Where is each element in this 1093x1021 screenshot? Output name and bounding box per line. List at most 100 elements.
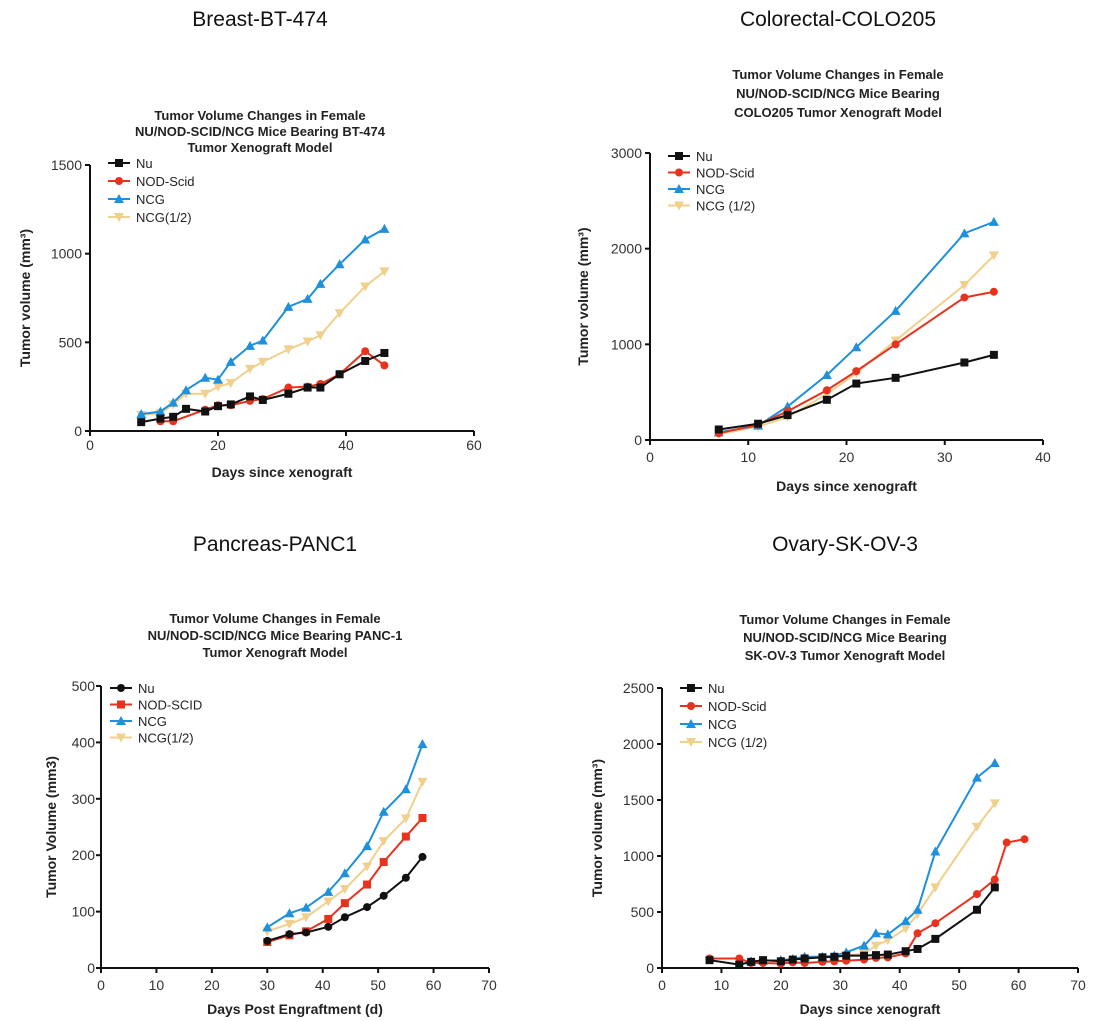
y-tick-label: 300 xyxy=(72,791,96,807)
series-line xyxy=(266,781,424,933)
data-point xyxy=(401,873,410,882)
data-point xyxy=(901,947,910,956)
data-point xyxy=(156,414,165,423)
data-point xyxy=(226,400,235,409)
data-point xyxy=(990,883,999,892)
legend-item: NCG xyxy=(110,714,167,729)
legend-marker xyxy=(117,684,125,692)
data-point xyxy=(182,404,190,413)
data-point xyxy=(340,913,349,922)
data-point xyxy=(890,305,901,315)
y-axis-label: Tumor volume (mm³) xyxy=(589,759,605,897)
data-point xyxy=(971,822,982,832)
chart-title-line: Tumor Volume Changes in Female xyxy=(739,612,950,627)
data-point xyxy=(316,383,325,392)
data-point xyxy=(155,406,166,416)
data-point xyxy=(822,386,831,395)
x-tick-label: 60 xyxy=(1011,977,1027,993)
y-tick-label: 500 xyxy=(631,904,655,920)
data-point xyxy=(990,875,999,884)
data-point xyxy=(776,957,785,966)
data-point xyxy=(818,953,827,962)
x-tick-label: 50 xyxy=(951,977,967,993)
legend-item: NCG xyxy=(668,182,725,197)
y-tick-label: 2000 xyxy=(623,736,654,752)
data-point xyxy=(1002,838,1011,847)
data-point xyxy=(891,373,900,382)
x-axis-label: Days Post Engraftment (d) xyxy=(207,1001,383,1017)
data-point xyxy=(960,358,969,367)
legend-label: NOD-Scid xyxy=(708,699,767,714)
y-tick-label: 2000 xyxy=(611,241,642,257)
x-tick-label: 0 xyxy=(97,977,105,993)
data-point xyxy=(315,331,326,341)
chart-title-line: Tumor Volume Changes in Female xyxy=(732,67,943,82)
data-point xyxy=(378,837,389,847)
data-point xyxy=(360,282,371,292)
data-point xyxy=(362,841,373,851)
data-point xyxy=(301,902,312,912)
chart-title-line: Tumor Volume Changes in Female xyxy=(169,611,380,626)
y-tick-label: 500 xyxy=(59,334,83,350)
legend-marker xyxy=(114,213,124,222)
data-point xyxy=(800,954,809,963)
chart-title-line: Tumor Xenograft Model xyxy=(203,645,348,660)
data-point xyxy=(971,772,982,782)
legend-marker xyxy=(686,738,696,747)
x-tick-label: 40 xyxy=(315,977,331,993)
legend-label: Nu xyxy=(136,156,153,171)
legend-item: NCG (1/2) xyxy=(668,199,755,214)
data-point xyxy=(400,814,411,824)
data-point xyxy=(754,419,763,428)
legend-label: NCG xyxy=(138,714,167,729)
data-point xyxy=(284,389,293,398)
data-point xyxy=(324,914,333,923)
data-point xyxy=(334,259,345,269)
data-point xyxy=(400,784,411,794)
y-tick-label: 1000 xyxy=(611,336,642,352)
data-point xyxy=(284,920,295,930)
x-tick-label: 0 xyxy=(86,437,94,453)
data-point xyxy=(257,357,268,367)
data-point xyxy=(257,335,268,345)
legend-marker xyxy=(115,177,123,185)
panel-title: Pancreas-PANC1 xyxy=(193,533,357,556)
data-point xyxy=(735,960,744,969)
data-point xyxy=(759,956,768,965)
data-point xyxy=(931,934,940,943)
panel-title: Ovary-SK-OV-3 xyxy=(772,533,918,556)
legend-label: Nu xyxy=(696,149,713,164)
series-line xyxy=(141,227,385,416)
x-tick-label: 0 xyxy=(646,449,654,465)
data-point xyxy=(852,367,861,376)
legend-label: NOD-Scid xyxy=(696,166,755,181)
legend-marker xyxy=(116,733,126,743)
data-point xyxy=(959,228,970,238)
legend-item: NCG xyxy=(680,717,737,732)
data-point xyxy=(891,340,900,349)
y-tick-label: 0 xyxy=(646,960,654,976)
data-point xyxy=(379,891,388,900)
data-point xyxy=(852,379,861,388)
data-point xyxy=(930,846,941,856)
data-point xyxy=(913,929,922,938)
data-point xyxy=(900,915,911,925)
legend-label: NOD-SCID xyxy=(138,698,202,713)
x-tick-label: 30 xyxy=(832,977,848,993)
panel-title: Breast-BT-474 xyxy=(192,8,328,31)
data-point xyxy=(136,409,147,419)
legend-item: Nu xyxy=(108,156,153,171)
series-nu xyxy=(263,852,427,945)
data-point xyxy=(379,223,390,233)
x-axis-label: Days since xenograft xyxy=(212,464,353,480)
series-nu xyxy=(137,348,389,427)
data-point xyxy=(972,890,981,899)
y-tick-label: 1000 xyxy=(51,246,82,262)
data-point xyxy=(245,340,255,350)
chart-title-line: Tumor Xenograft Model xyxy=(188,140,333,155)
x-tick-label: 20 xyxy=(773,977,789,993)
y-tick-label: 0 xyxy=(634,432,642,448)
chart-title-line: NU/NOD-SCID/NCG Mice Bearing PANC-1 xyxy=(148,628,403,643)
series-ncg-1-2- xyxy=(262,777,428,937)
legend-marker xyxy=(674,184,684,193)
